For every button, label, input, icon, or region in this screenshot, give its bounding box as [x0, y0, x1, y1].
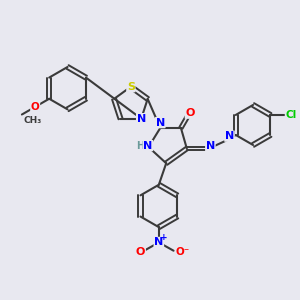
Text: N: N [206, 141, 215, 151]
Text: H: H [136, 142, 144, 152]
Text: N: N [143, 141, 153, 151]
Text: N: N [225, 131, 234, 141]
Text: O: O [136, 247, 145, 257]
Text: O⁻: O⁻ [176, 247, 190, 257]
Text: O: O [185, 108, 195, 118]
Text: N: N [136, 114, 146, 124]
Text: S: S [127, 82, 135, 92]
Text: N: N [156, 118, 165, 128]
Text: N: N [154, 238, 164, 248]
Text: O: O [31, 102, 40, 112]
Text: +: + [160, 233, 168, 242]
Text: Cl: Cl [285, 110, 297, 120]
Text: CH₃: CH₃ [23, 116, 41, 125]
